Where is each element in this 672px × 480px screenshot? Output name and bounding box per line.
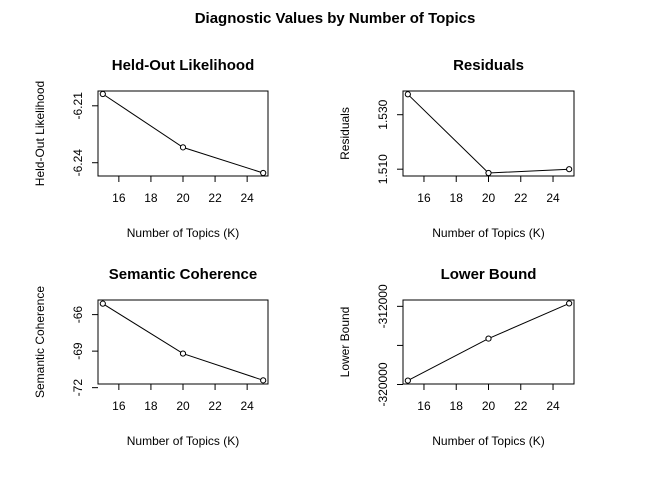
x-tick-label: 18 [450, 399, 464, 413]
y-tick-label: -66 [71, 306, 85, 324]
y-tick-label: 1.530 [376, 99, 390, 129]
x-axis-label: Number of Topics (K) [432, 226, 544, 240]
x-tick-label: 22 [514, 399, 528, 413]
y-tick-label: -312000 [376, 284, 390, 328]
panel-1: Held-Out Likelihood 16 18 20 22 24 -6.21 -6.24 N… [33, 57, 269, 240]
data-point [566, 166, 573, 173]
x-tick-label: 16 [112, 399, 126, 413]
x-tick-label: 16 [112, 191, 126, 205]
y-axis-label: Held-Out Likelihood [33, 81, 47, 186]
data-point [99, 90, 106, 98]
x-axis-label: Number of Topics (K) [432, 434, 544, 448]
data-point [179, 350, 187, 357]
series-line [407, 302, 570, 382]
panel-3: Semantic Coherence 16 18 20 22 24 -66 -69 -72 Num… [33, 266, 269, 448]
data-point [404, 91, 411, 98]
y-tick-label: 1.510 [376, 154, 390, 184]
x-tick-label: 18 [144, 191, 158, 205]
panel-title: Held-Out Likelihood [112, 57, 255, 74]
figure-title: Diagnostic Values by Number of Topics [195, 10, 476, 27]
x-tick-label: 22 [514, 191, 528, 205]
y-axis-label: Lower Bound [338, 307, 352, 378]
data-point [485, 169, 492, 177]
data-point [179, 144, 187, 151]
series-line [407, 93, 570, 174]
x-tick-label: 22 [208, 191, 222, 205]
data-point [260, 377, 267, 384]
panel-title: Lower Bound [441, 266, 537, 283]
y-tick-label: -320000 [376, 362, 390, 406]
x-tick-label: 16 [417, 399, 431, 413]
x-tick-label: 24 [240, 399, 254, 413]
panel-title: Residuals [453, 57, 524, 74]
y-tick-label: -69 [71, 342, 85, 360]
plot-frame [97, 90, 269, 177]
x-tick-label: 18 [144, 399, 158, 413]
plot-frame [97, 299, 269, 385]
data-point [99, 300, 106, 307]
panel-2: Residuals 16 18 20 22 24 1.510 1.530 Number of T… [338, 57, 575, 240]
x-axis-label: Number of Topics (K) [127, 434, 239, 448]
x-tick-label: 24 [546, 399, 560, 413]
series-line [102, 93, 264, 174]
plot-frame [402, 90, 575, 177]
x-tick-label: 24 [240, 191, 254, 205]
x-tick-label: 24 [546, 191, 560, 205]
series-line [102, 303, 264, 381]
y-axis-label: Residuals [338, 107, 352, 160]
x-tick-label: 18 [450, 191, 464, 205]
x-tick-label: 16 [417, 191, 431, 205]
x-tick-label: 20 [482, 399, 496, 413]
x-tick-label: 20 [176, 399, 190, 413]
data-point [260, 169, 267, 177]
panel-title: Semantic Coherence [109, 266, 257, 283]
x-axis-label: Number of Topics (K) [127, 226, 239, 240]
data-point [485, 335, 492, 342]
y-tick-label: -72 [71, 379, 85, 397]
x-tick-label: 20 [176, 191, 190, 205]
x-tick-label: 20 [482, 191, 496, 205]
y-tick-label: -6.21 [71, 92, 85, 120]
data-point [404, 377, 411, 384]
y-tick-label: -6.24 [71, 149, 85, 177]
data-point [566, 300, 573, 307]
x-tick-label: 22 [208, 399, 222, 413]
y-axis-label: Semantic Coherence [33, 286, 47, 398]
panel-4: Lower Bound 16 18 20 22 24 -312000 -320000 Numbe… [338, 266, 575, 448]
